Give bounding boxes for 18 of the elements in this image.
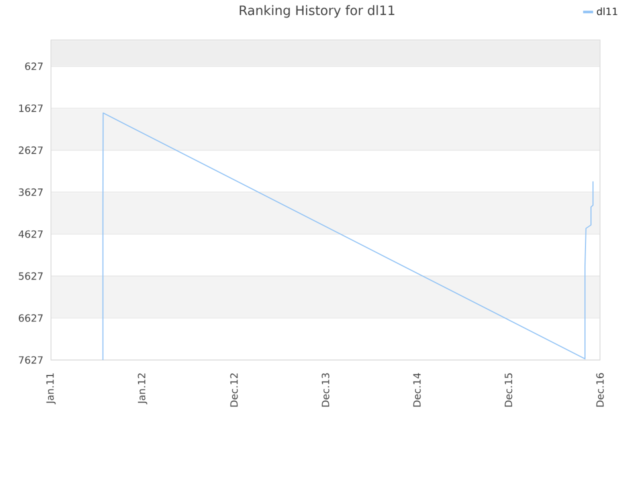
- x-tick-label: Jan.11: [46, 373, 56, 404]
- y-tick-label: 7627: [18, 356, 43, 364]
- x-tick-label: Jan.12: [138, 374, 148, 404]
- y-tick-label: 2627: [18, 146, 43, 154]
- y-tick-label: 3627: [18, 188, 43, 196]
- line-series: [102, 112, 594, 360]
- x-tick-label: Dec.12: [230, 374, 238, 407]
- chart-title: Ranking History for dl11: [240, 5, 394, 18]
- x-tick-label: Dec.14: [413, 373, 421, 407]
- y-tick-label: 6627: [18, 314, 43, 322]
- y-tick-label: 1627: [19, 104, 43, 112]
- legend-label: dl11: [596, 7, 618, 16]
- x-tick-label: Dec.13: [322, 373, 330, 407]
- x-tick-label: Dec.15: [504, 373, 512, 407]
- y-tick-label: 4627: [18, 230, 43, 238]
- y-tick-label: 5627: [18, 272, 43, 280]
- y-tick-label: 627: [25, 62, 43, 70]
- x-tick-label: Dec.16: [596, 373, 604, 407]
